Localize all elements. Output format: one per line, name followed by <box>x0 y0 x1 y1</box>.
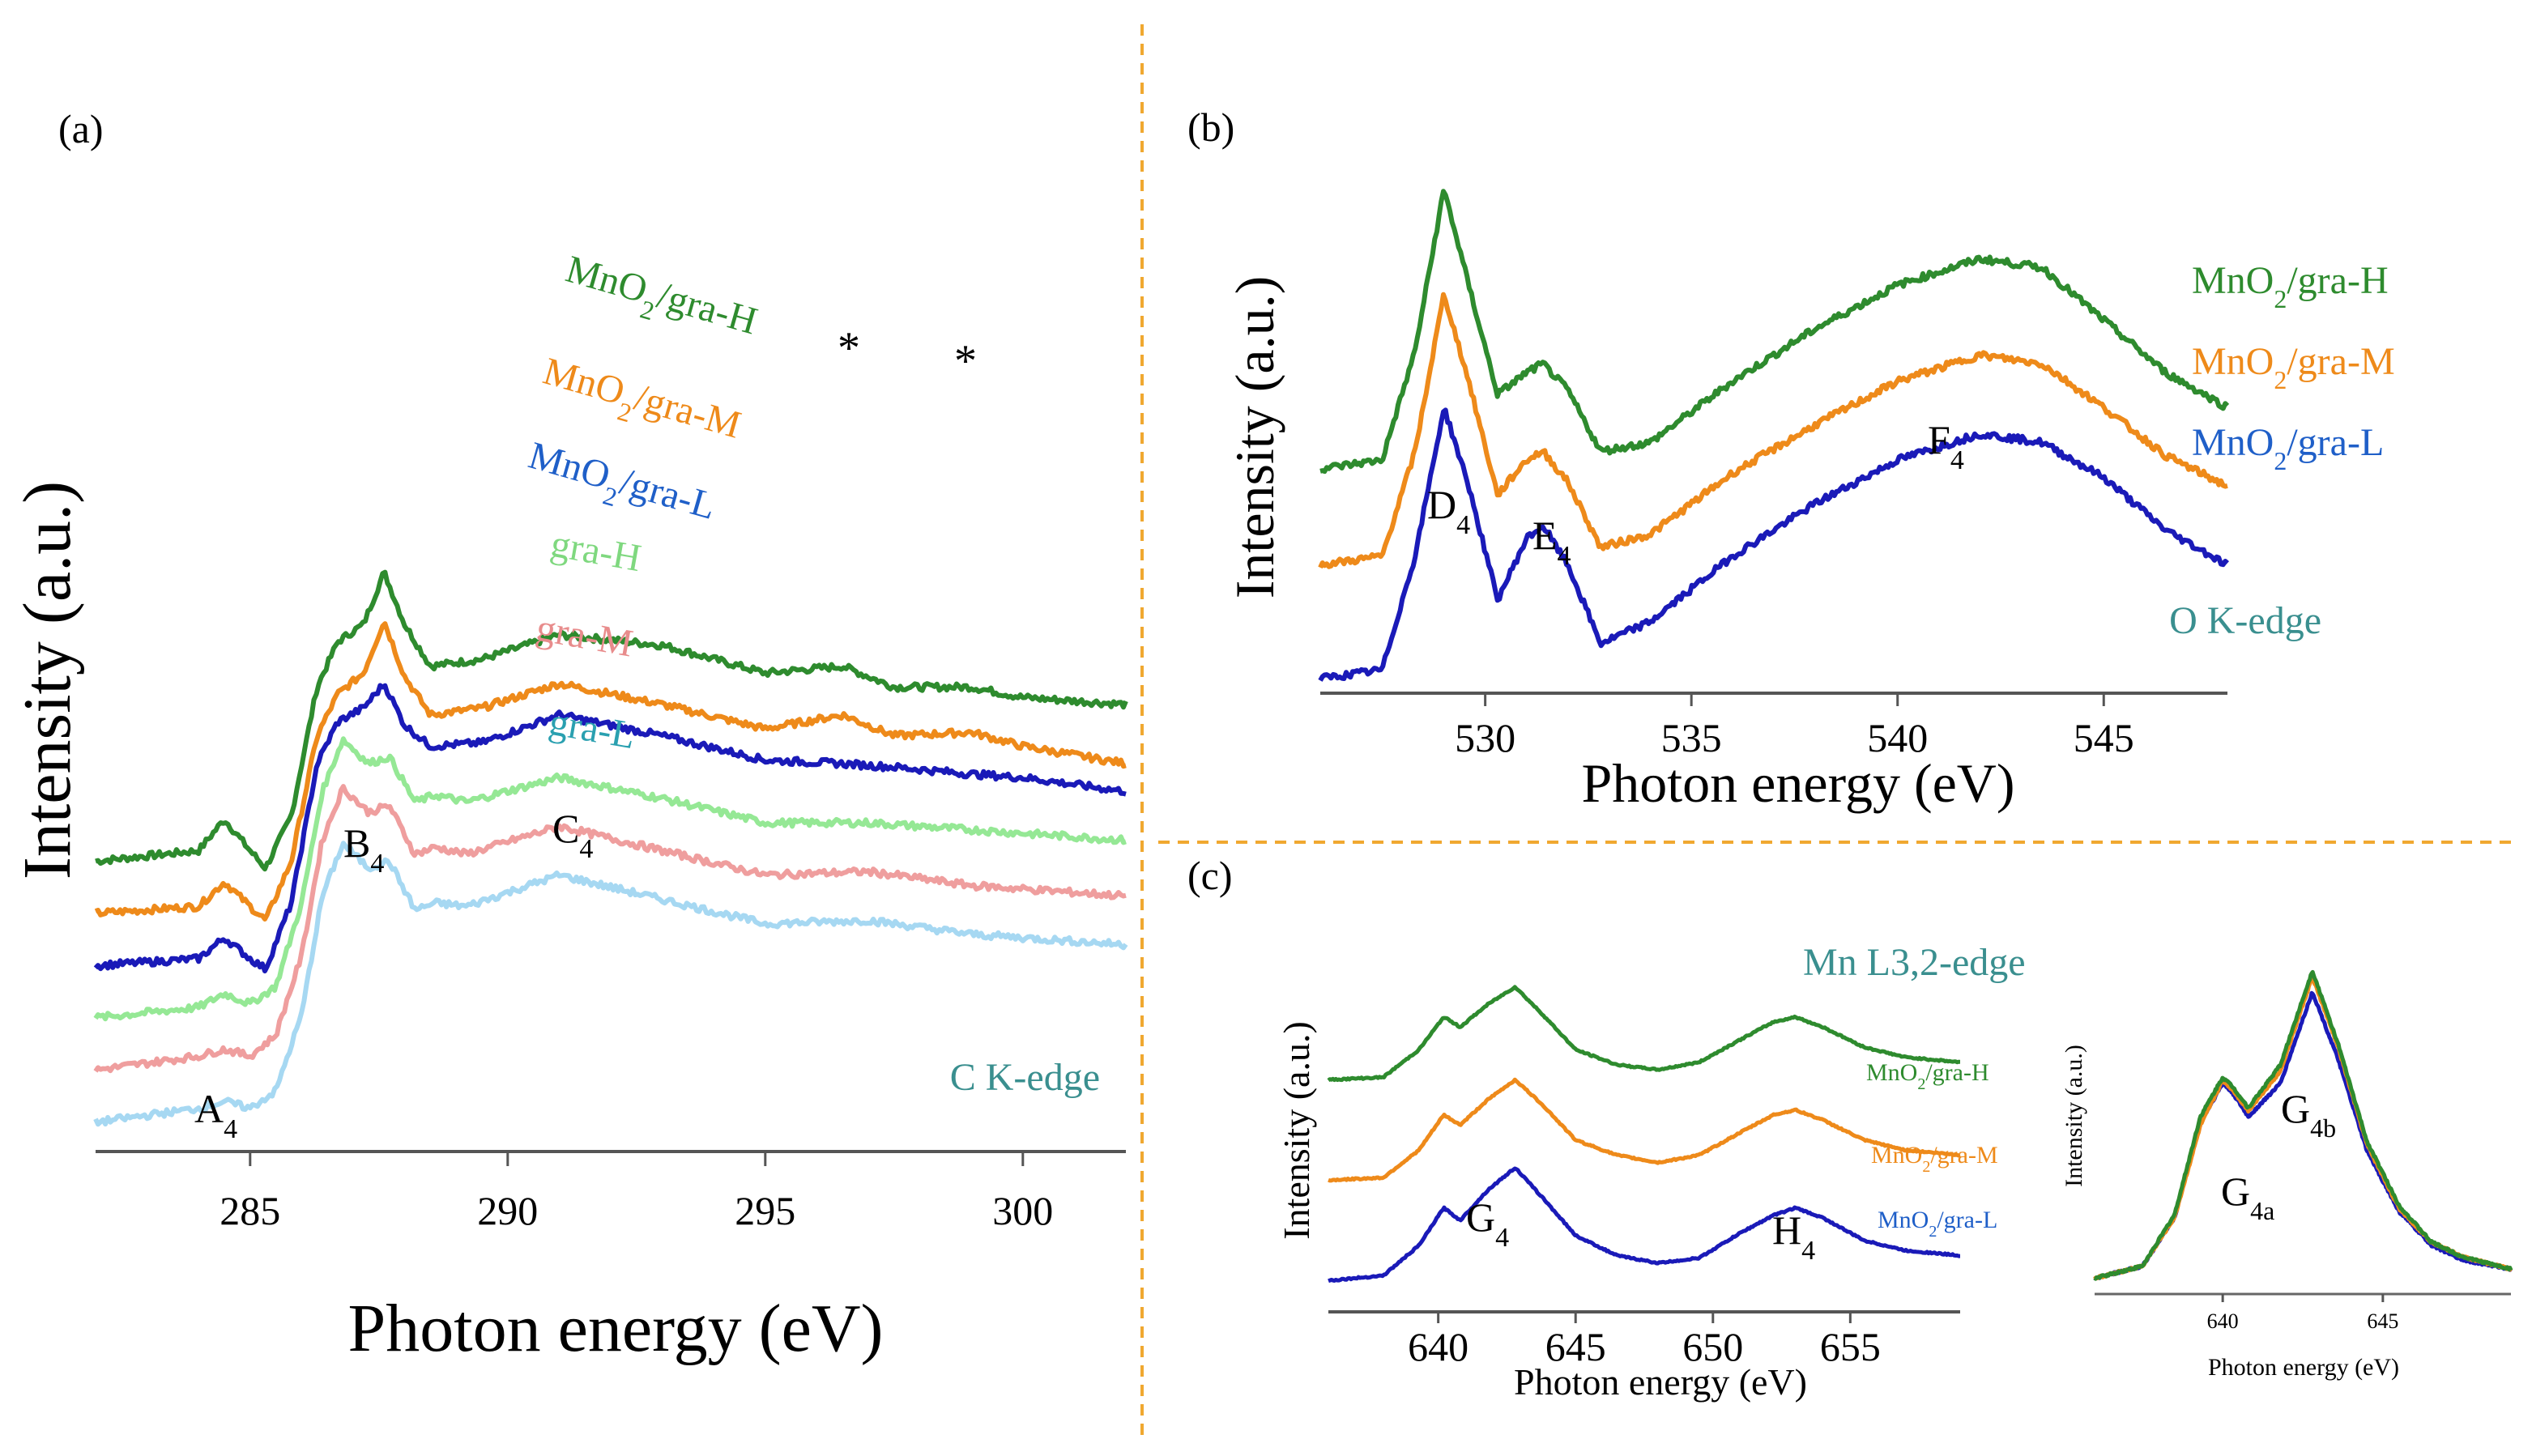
peak-label-h4: H4 <box>1772 1207 1815 1266</box>
panel-b: 530 535 540 545 Photon energy (eV) Intensit… <box>1224 189 2395 814</box>
c-curve-mno2-gra-l <box>1328 1166 1961 1284</box>
asterisk-1: * <box>838 323 860 373</box>
peak-label-g4b: G4b <box>2281 1086 2336 1143</box>
panel-a-ticks: 285 290 295 300 <box>220 1152 1053 1233</box>
panel-a-x-axis-title: Photon energy (eV) <box>348 1291 884 1366</box>
a-tick-label-285: 285 <box>220 1188 280 1233</box>
panel-b-ticks: 530 535 540 545 <box>1455 693 2134 760</box>
panel-letter-c: (c) <box>1187 853 1233 898</box>
panel-c-edge-label: Mn L3,2-edge <box>1803 941 2026 984</box>
series-label-mno2-gra-h: MnO2/gra-H <box>558 248 762 354</box>
series-label-mno2-gra-m: MnO2/gra-M <box>535 350 745 458</box>
peak-label-g4a: G4a <box>2221 1169 2274 1225</box>
inset-curves <box>2093 969 2513 1281</box>
panel-letter-b: (b) <box>1187 104 1234 150</box>
panel-b-curves <box>1318 189 2230 682</box>
a-tick-label-290: 290 <box>477 1188 538 1233</box>
inset-x-axis-title: Photon energy (eV) <box>2208 1354 2399 1381</box>
panel-c-curves <box>1327 985 1961 1284</box>
b-curve-mno2-gra-h <box>1319 189 2230 475</box>
inset-tick-label-645: 645 <box>2367 1309 2398 1333</box>
a-curve-mno2-gra-h <box>95 569 1128 872</box>
series-label-b-mno2-gra-m: MnO2/gra-M <box>2192 340 2395 394</box>
panel-c: 640 645 650 655 Photon energy (eV) Intensit… <box>1276 941 2026 1403</box>
b-tick-label-540: 540 <box>1867 715 1928 760</box>
panel-c-inset: 640 645 Photon energy (eV) Intensity (a.u… <box>2061 969 2513 1381</box>
c-curve-mno2-gra-h <box>1327 985 1961 1083</box>
inset-y-axis-title: Intensity (a.u.) <box>2061 1045 2087 1187</box>
asterisk-2: * <box>954 336 977 386</box>
panel-c-y-axis-title: Intensity (a.u.) <box>1276 1021 1317 1240</box>
panel-a-curves <box>93 569 1128 1127</box>
b-curve-mno2-gra-m <box>1318 292 2228 569</box>
a-tick-label-300: 300 <box>992 1188 1053 1233</box>
peak-label-f4: F4 <box>1928 417 1964 475</box>
peak-label-d4: D4 <box>1427 482 1470 540</box>
a-curve-mno2-gra-m <box>94 621 1127 922</box>
panel-a-y-axis-title: Intensity (a.u.) <box>10 481 85 879</box>
a-curve-gra-m <box>93 784 1127 1074</box>
a-curve-gra-l <box>93 841 1128 1127</box>
peak-label-b4: B4 <box>343 820 384 879</box>
c-curve-mno2-gra-m <box>1328 1077 1961 1183</box>
inset-curve-mno2-gra-h <box>2093 969 2513 1281</box>
series-label-b-mno2-gra-l: MnO2/gra-L <box>2192 421 2384 475</box>
series-label-gra-l: gra-L <box>546 700 638 758</box>
series-label-b-mno2-gra-h: MnO2/gra-H <box>2192 259 2389 313</box>
inset-ticks: 640 645 <box>2207 1294 2398 1333</box>
a-tick-label-295: 295 <box>735 1188 795 1233</box>
peak-label-g4: G4 <box>1466 1194 1509 1253</box>
panel-letter-a: (a) <box>58 106 104 151</box>
peak-label-e4: E4 <box>1532 513 1571 571</box>
c-tick-label-645: 645 <box>1545 1324 1606 1369</box>
a-curve-mno2-gra-l <box>93 683 1127 974</box>
b-tick-label-545: 545 <box>2074 715 2134 760</box>
series-label-c-mno2-gra-l: MnO2/gra-L <box>1878 1207 1997 1241</box>
series-label-gra-h: gra-H <box>548 522 644 581</box>
inset-curve-mno2-gra-l <box>2093 990 2513 1281</box>
series-label-c-mno2-gra-m: MnO2/gra-M <box>1871 1142 1998 1176</box>
c-tick-label-650: 650 <box>1682 1324 1743 1369</box>
peak-label-a4: A4 <box>194 1086 237 1144</box>
b-tick-label-535: 535 <box>1661 715 1722 760</box>
peak-label-c4: C4 <box>552 806 593 864</box>
a-curve-gra-h <box>93 736 1127 1022</box>
panel-b-y-axis-title: Intensity (a.u.) <box>1224 276 1285 598</box>
panel-c-ticks: 640 645 650 655 <box>1408 1312 1881 1369</box>
series-label-gra-m: gra-M <box>533 607 636 666</box>
panel-a: 285 290 295 300 Photon energy (eV) Intensit… <box>10 248 1128 1366</box>
series-label-c-mno2-gra-h: MnO2/gra-H <box>1866 1059 1989 1093</box>
inset-tick-label-640: 640 <box>2207 1309 2239 1333</box>
panel-b-x-axis-title: Photon energy (eV) <box>1581 752 2014 814</box>
panel-a-edge-label: C K-edge <box>950 1056 1100 1099</box>
panel-c-x-axis-title: Photon energy (eV) <box>1514 1361 1807 1403</box>
b-tick-label-530: 530 <box>1455 715 1515 760</box>
c-tick-label-655: 655 <box>1820 1324 1881 1369</box>
b-curve-mno2-gra-l <box>1318 407 2229 682</box>
c-tick-label-640: 640 <box>1408 1324 1468 1369</box>
panel-b-edge-label: O K-edge <box>2169 599 2321 642</box>
series-label-mno2-gra-l: MnO2/gra-L <box>521 434 721 539</box>
